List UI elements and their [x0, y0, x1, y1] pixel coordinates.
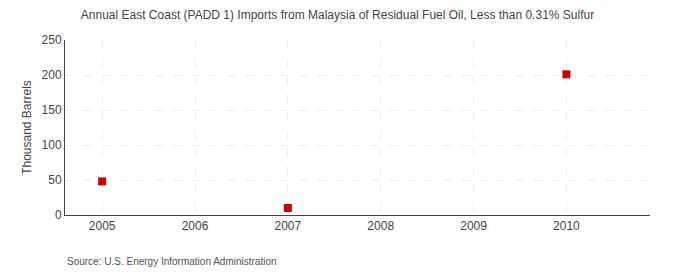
svg-text:250: 250 — [42, 33, 62, 47]
svg-text:50: 50 — [48, 173, 62, 187]
svg-text:200: 200 — [42, 68, 62, 82]
svg-text:Thousand Barrels: Thousand Barrels — [20, 80, 34, 175]
svg-text:150: 150 — [42, 103, 62, 117]
svg-text:2007: 2007 — [275, 219, 302, 233]
svg-text:Annual East Coast (PADD 1) Imp: Annual East Coast (PADD 1) Imports from … — [81, 8, 594, 22]
svg-text:2005: 2005 — [89, 219, 116, 233]
svg-text:Source: U.S. Energy Informatio: Source: U.S. Energy Information Administ… — [67, 256, 277, 267]
svg-text:2010: 2010 — [553, 219, 580, 233]
svg-text:2006: 2006 — [182, 219, 209, 233]
svg-text:0: 0 — [55, 208, 62, 222]
svg-text:2009: 2009 — [460, 219, 487, 233]
svg-text:100: 100 — [42, 138, 62, 152]
svg-text:2008: 2008 — [367, 219, 394, 233]
